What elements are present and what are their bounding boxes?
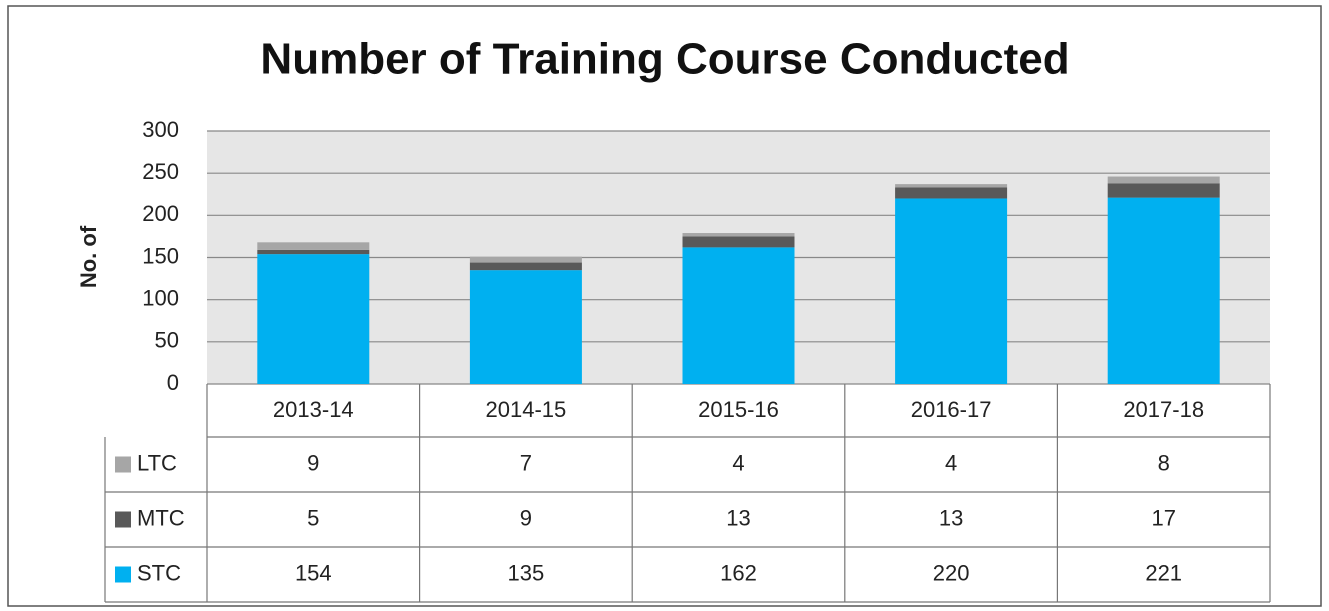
x-tick-label: 2016-17 [911,397,992,422]
bar-segment [469,256,582,263]
table-value: 17 [1151,505,1175,530]
y-axis-label: No. of [76,225,101,288]
y-tick-label: 50 [155,328,179,353]
x-tick-label: 2015-16 [698,397,779,422]
table-value: 7 [520,450,532,475]
bar-segment [1107,183,1220,198]
legend-swatch [115,566,131,583]
legend-swatch [115,511,131,528]
bar-segment [257,249,370,255]
table-value: 9 [520,505,532,530]
bar-segment [682,236,795,248]
x-tick-label: 2013-14 [273,397,354,422]
bar-segment [895,187,1008,199]
legend-label: MTC [137,505,185,530]
bar-segment [469,262,582,271]
table-value: 4 [945,450,957,475]
legend-label: STC [137,560,181,585]
x-tick-label: 2014-15 [486,397,567,422]
y-tick-label: 0 [167,370,179,395]
bar-segment [895,184,1008,188]
y-tick-label: 200 [142,201,179,226]
table-value: 135 [508,560,545,585]
table-value: 221 [1145,560,1182,585]
table-value: 5 [307,505,319,530]
legend-swatch [115,456,131,473]
chart-title: Number of Training Course Conducted [260,35,1069,84]
bar-segment [469,270,582,384]
x-tick-label: 2017-18 [1123,397,1204,422]
table-value: 220 [933,560,970,585]
table-value: 154 [295,560,332,585]
bar-segment [682,247,795,384]
table-value: 8 [1158,450,1170,475]
table-value: 162 [720,560,757,585]
table-value: 13 [939,505,963,530]
bar-segment [257,254,370,384]
y-tick-label: 300 [142,117,179,142]
bar-segment [682,233,795,237]
y-tick-label: 250 [142,159,179,184]
bar-segment [1107,197,1220,384]
bar-segment [257,242,370,250]
legend-label: LTC [137,450,177,475]
y-tick-label: 100 [142,285,179,310]
table-value: 9 [307,450,319,475]
table-value: 13 [726,505,750,530]
bar-segment [895,198,1008,384]
y-tick-label: 150 [142,243,179,268]
table-value: 4 [732,450,744,475]
bar-segment [1107,176,1220,184]
